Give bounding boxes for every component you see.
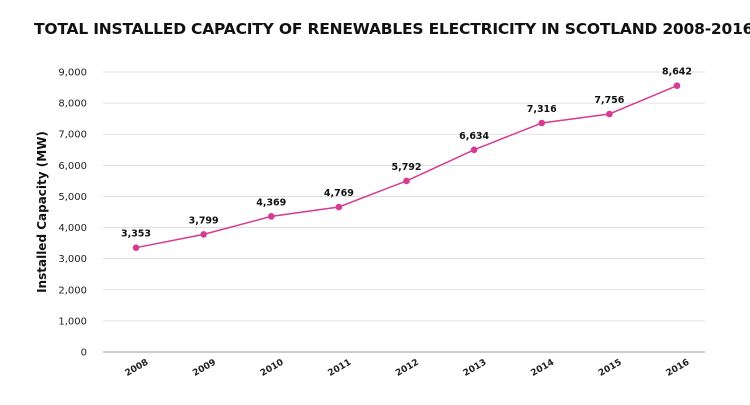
y-tick-label: 4,000 — [58, 223, 87, 234]
y-tick-label: 7,000 — [58, 130, 87, 141]
data-label: 4,369 — [256, 197, 286, 208]
x-tick-label: 2008 — [124, 358, 151, 379]
data-label: 6,634 — [459, 131, 489, 142]
y-tick-label: 0 — [81, 348, 87, 359]
data-point — [403, 177, 410, 185]
data-point — [132, 244, 140, 251]
data-label: 3,799 — [189, 215, 219, 226]
x-tick-label: 2013 — [462, 358, 489, 379]
data-point — [470, 146, 478, 154]
data-point — [335, 203, 343, 211]
data-label: 4,769 — [324, 188, 354, 199]
y-axis-title: Installed Capacity (MW) — [35, 131, 49, 293]
data-points — [132, 82, 681, 251]
data-label: 7,756 — [594, 95, 624, 106]
data-labels: 3,353 3,799 4,369 4,769 5,792 6,634 7,316 7,756… — [121, 67, 692, 240]
y-tick-label: 9,000 — [58, 68, 87, 79]
x-tick-label: 2014 — [529, 358, 556, 379]
data-label: 5,792 — [391, 162, 421, 173]
x-tick-label: 2012 — [394, 358, 421, 379]
x-tick-label: 2016 — [665, 358, 692, 379]
chart-title: TOTAL INSTALLED CAPACITY OF RENEWABLES E… — [34, 20, 750, 38]
x-tick-label: 2009 — [191, 358, 218, 379]
gridlines — [103, 71, 705, 353]
data-label: 8,642 — [662, 67, 692, 78]
data-label: 3,353 — [121, 229, 151, 240]
data-point — [200, 231, 207, 238]
y-tick-label: 8,000 — [58, 99, 87, 110]
data-label: 7,316 — [527, 104, 557, 115]
data-point — [267, 213, 275, 220]
y-tick-label: 6,000 — [58, 161, 87, 172]
x-tick-label: 2010 — [259, 358, 286, 379]
data-point — [538, 119, 546, 127]
data-point — [673, 82, 681, 89]
data-point — [606, 110, 613, 118]
y-axis-ticks: 0 1,000 2,000 3,000 4,000 5,000 6,000 7,000 8,00… — [58, 68, 87, 359]
x-tick-label: 2011 — [327, 358, 354, 379]
y-tick-label: 1,000 — [58, 316, 87, 327]
y-tick-label: 5,000 — [58, 192, 87, 203]
y-tick-label: 2,000 — [58, 285, 87, 296]
x-axis-ticks: 2008 2009 2010 2011 2012 2013 2014 2015 2016 — [124, 358, 692, 379]
x-tick-label: 2015 — [597, 358, 624, 379]
y-tick-label: 3,000 — [58, 254, 87, 265]
